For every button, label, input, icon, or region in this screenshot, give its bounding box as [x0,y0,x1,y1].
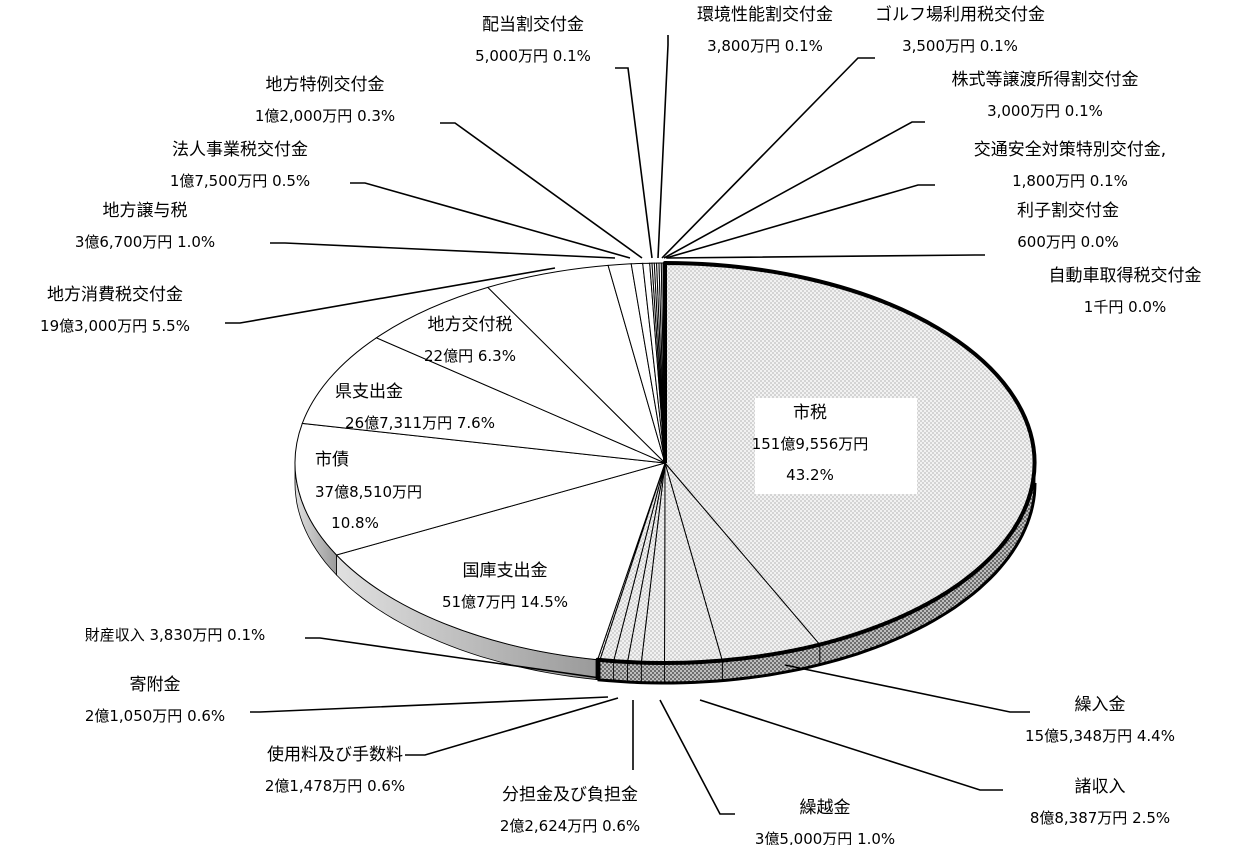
slice-name-label: 利子割交付金 [1017,201,1119,221]
leader-line [350,182,631,259]
slice-value-label: 2億1,478万円 0.6% [265,777,405,795]
slice-name-label: 繰越金 [800,798,851,818]
slice-value-label: 1,800万円 0.1% [1012,172,1128,190]
slice-name-label: 市債 [315,450,349,470]
slice-value-label: 43.2% [786,466,834,484]
slice-labels: 市税 151億9,556万円 43.2% 繰入金 15億5,348万円 4.4% 諸収入 8… [40,4,1201,845]
leader-line [305,637,601,679]
leader-line [440,122,643,259]
leader-line [699,699,1003,791]
pie-slices [294,261,1037,685]
slice-name-label: 地方譲与税 [103,201,188,221]
pie-side-walls [294,462,1036,684]
slice-name-label: 分担金及び負担金 [502,785,638,805]
slice-side [640,662,665,684]
leader-line [663,121,925,259]
slice-name-label: 環境性能割交付金 [697,5,833,25]
slice-value-label: 151億9,556万円 [752,435,869,453]
slice-value-label: 600万円 0.0% [1017,233,1119,251]
leader-line [250,696,609,713]
slice-value-label: 2億2,624万円 0.6% [500,817,640,835]
slice-value-label: 1億2,000万円 0.3% [255,107,395,125]
slice-value-label: 3億6,700万円 1.0% [75,233,215,251]
slice-name-label: 交通安全対策特別交付金, [974,140,1166,160]
slice-value-label: 財産収入 3,830万円 0.1% [85,626,266,644]
slice-side [613,660,628,683]
slice-value-label: 51億7万円 14.5% [442,593,568,611]
pie-slice [375,286,666,464]
pie-slice [294,422,666,556]
slice-name-label: 繰入金 [1075,695,1126,715]
leader-line [784,664,1030,713]
leader-line [665,184,935,259]
slice-name-label: 法人事業税交付金 [172,140,308,160]
group-outline [595,261,1037,680]
slice-name-label: 自動車取得税交付金 [1049,266,1202,286]
slice-value-label: 2億1,050万円 0.6% [85,707,225,725]
slice-value-label: 8億8,387万円 2.5% [1030,809,1170,827]
leader-line [225,267,556,324]
slice-name-label: 国庫支出金 [463,561,548,581]
slice-name-label: 地方交付税 [428,315,513,335]
slice-name-label: 使用料及び手数料 [267,744,403,765]
slice-value-label: 3,800万円 0.1% [707,37,823,55]
slice-value-label: 15億5,348万円 4.4% [1025,727,1175,745]
slice-name-label: ゴルフ場利用税交付金 [875,4,1045,25]
leader-line [661,57,875,259]
slice-name-label: 寄附金 [130,675,181,695]
label-box [755,398,917,494]
leader-line [659,699,735,815]
slice-value-label: 3,000万円 0.1% [987,102,1103,120]
slice-name-label: 県支出金 [335,382,403,402]
slice-value-label: 1千円 0.0% [1084,298,1166,316]
slice-side [599,659,614,682]
leader-line [270,242,616,259]
slice-value-label: 10.8% [331,514,379,532]
leader-line [405,697,619,756]
slice-name-label: 地方消費税交付金 [47,285,183,305]
slice-value-label: 19億3,000万円 5.5% [40,317,190,335]
group-outline-rim [597,482,1037,685]
slice-side [627,661,642,684]
pie-slice [301,337,666,464]
slice-value-label: 3,500万円 0.1% [902,37,1018,55]
leader-line [666,254,985,259]
leader-lines [225,35,1030,815]
slice-name-label: 配当割交付金 [482,15,584,35]
slice-value-label: 37億8,510万円 [315,483,422,501]
slice-value-label: 3億5,000万円 1.0% [755,830,895,845]
slice-value-label: 22億円 6.3% [424,347,516,365]
slice-value-label: 1億7,500万円 0.5% [170,172,310,190]
slice-name-label: 地方特例交付金 [266,75,385,95]
slice-name-label: 株式等譲渡所得割交付金 [952,70,1139,90]
slice-value-label: 26億7,311万円 7.6% [345,414,495,432]
leader-line [615,67,653,259]
slice-name-label: 諸収入 [1075,777,1126,797]
slice-value-label: 5,000万円 0.1% [475,47,591,65]
slice-name-label: 市税 [793,403,827,423]
leader-line [657,35,669,259]
pie-slice [335,462,666,661]
